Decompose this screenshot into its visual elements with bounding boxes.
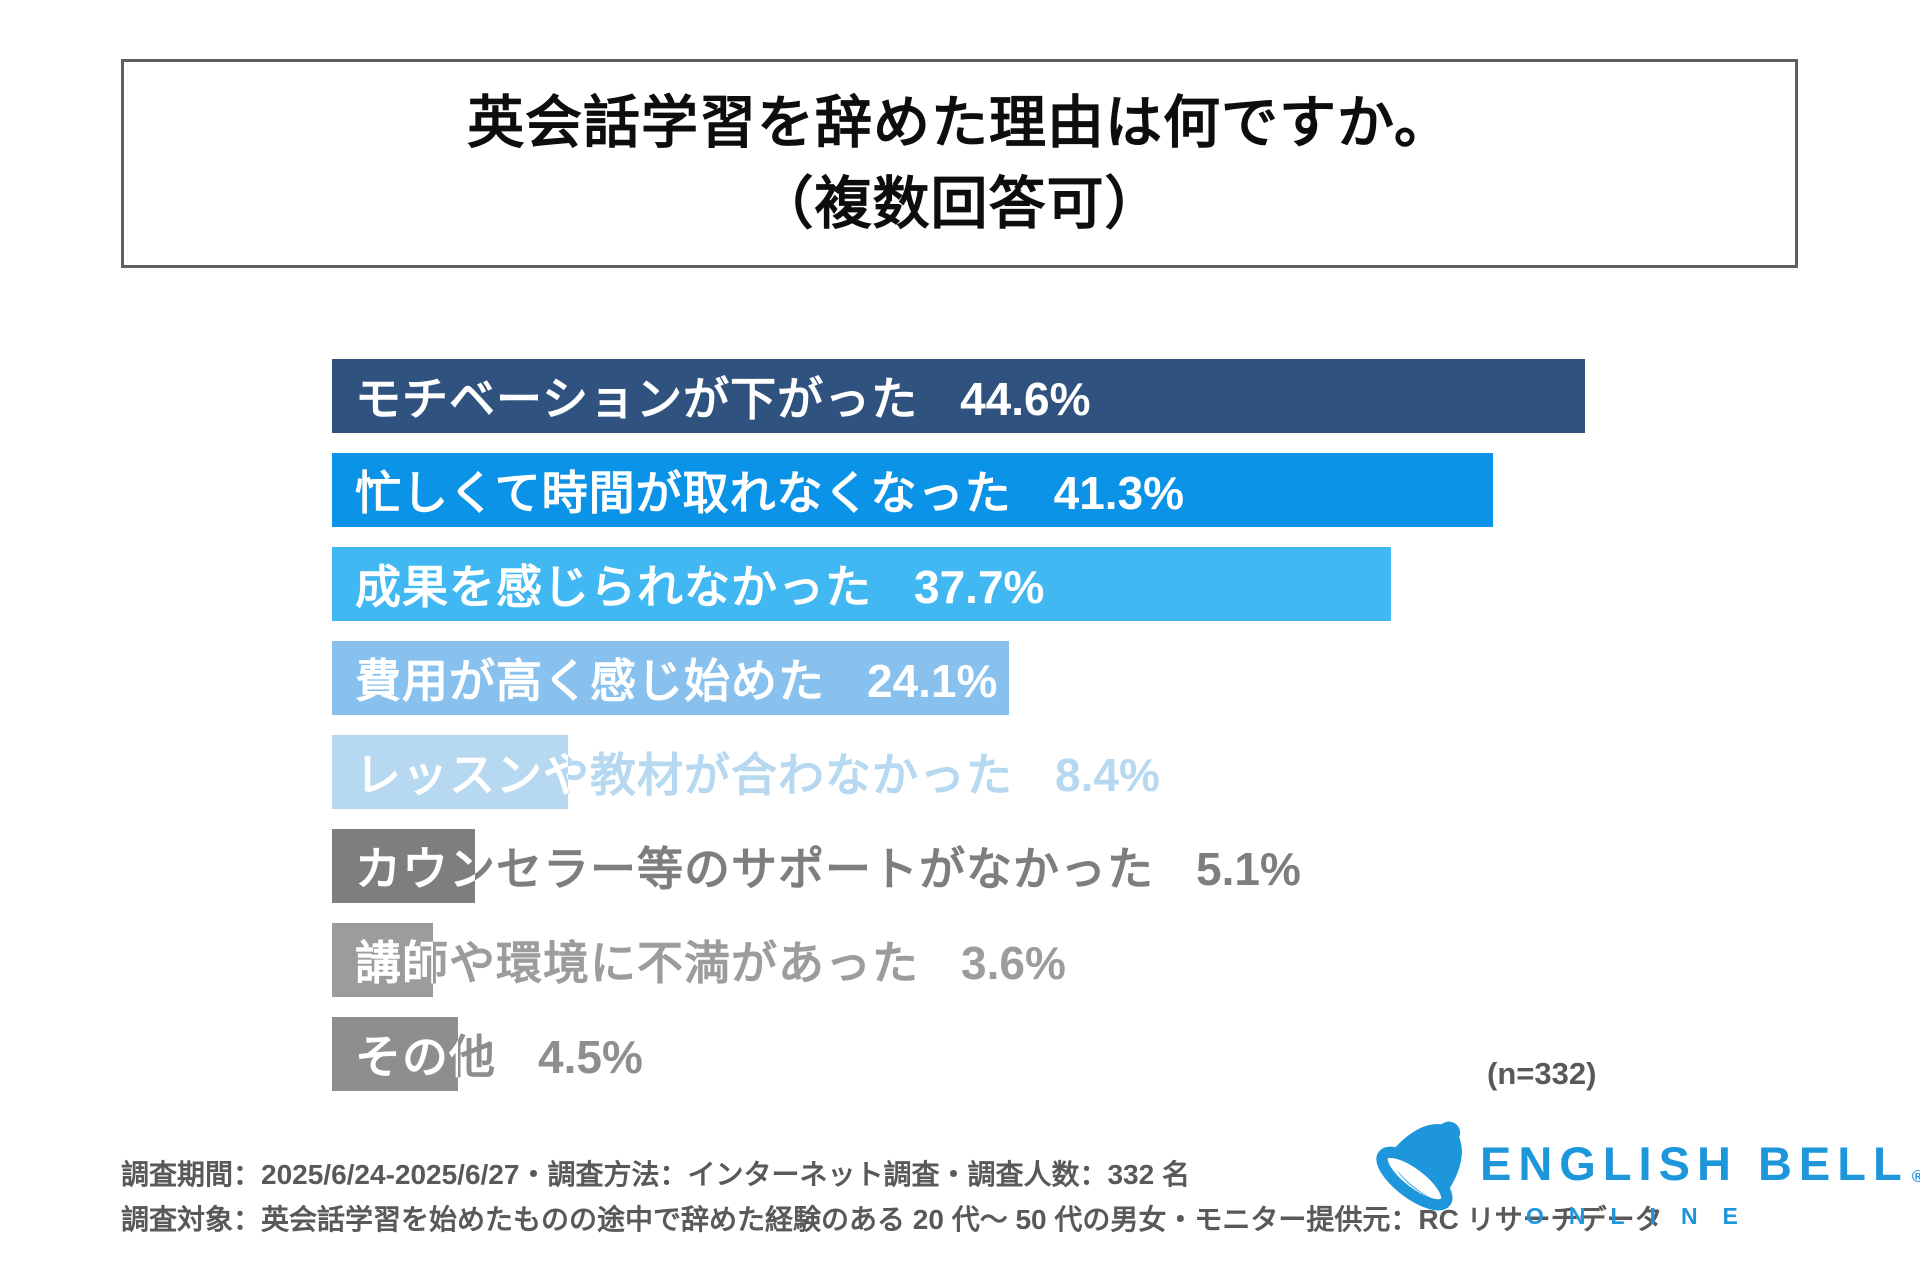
bar-fill: その他4.5% bbox=[332, 1017, 458, 1091]
bar-fill: モチベーションが下がった 44.6% bbox=[332, 359, 1585, 433]
bar-label-outside: 講師や環境に不満があった 3.6% bbox=[355, 937, 1066, 989]
registered-mark: ® bbox=[1911, 1167, 1920, 1186]
bar-label: モチベーションが下がった 44.6% bbox=[355, 373, 1091, 425]
bar-fill: 費用が高く感じ始めた 24.1% bbox=[332, 641, 1009, 715]
brand-subtitle: ONLINE bbox=[1526, 1203, 1763, 1229]
survey-footer: 調査期間：2025/6/24-2025/6/27・調査方法：インターネット調査・… bbox=[121, 1152, 1663, 1242]
brand-wordmark: ENGLISH BELL ® ONLINE bbox=[1480, 1140, 1920, 1228]
bar-label: 成果を感じられなかった 37.7% bbox=[355, 561, 1045, 613]
footer-line1: 調査期間：2025/6/24-2025/6/27・調査方法：インターネット調査・… bbox=[121, 1159, 1190, 1190]
bar-row: その他4.5%その他4.5% bbox=[332, 1017, 1752, 1091]
bar-label: その他4.5% bbox=[355, 1031, 458, 1083]
bar-fill: 忙しくて時間が取れなくなった 41.3% bbox=[332, 453, 1493, 527]
bar-row: カウンセラー等のサポートがなかった5.1%カウンセラー等のサポートがなかった5.… bbox=[332, 829, 1752, 903]
title-box: 英会話学習を辞めた理由は何ですか。 （複数回答可） bbox=[121, 59, 1798, 268]
page-title-line2: （複数回答可） bbox=[756, 171, 1163, 236]
bar-fill: 成果を感じられなかった 37.7% bbox=[332, 547, 1391, 621]
bar-label-outside: カウンセラー等のサポートがなかった 5.1% bbox=[355, 843, 1301, 895]
bar-label: 忙しくて時間が取れなくなった 41.3% bbox=[355, 467, 1185, 519]
sample-size-note: (n=332) bbox=[1487, 1056, 1597, 1091]
brand-logo: ENGLISH BELL ® ONLINE bbox=[1368, 1108, 1920, 1233]
footer-line2: 調査対象：英会話学習を始めたものの途中で辞めた経験のある 20 代〜 50 代の… bbox=[121, 1204, 1663, 1235]
brand-name: ENGLISH BELL ® bbox=[1480, 1140, 1920, 1198]
page-title-line1: 英会話学習を辞めた理由は何ですか。 bbox=[467, 90, 1452, 155]
bar-label: 費用が高く感じ始めた 24.1% bbox=[355, 655, 998, 707]
bell-icon bbox=[1368, 1108, 1472, 1233]
